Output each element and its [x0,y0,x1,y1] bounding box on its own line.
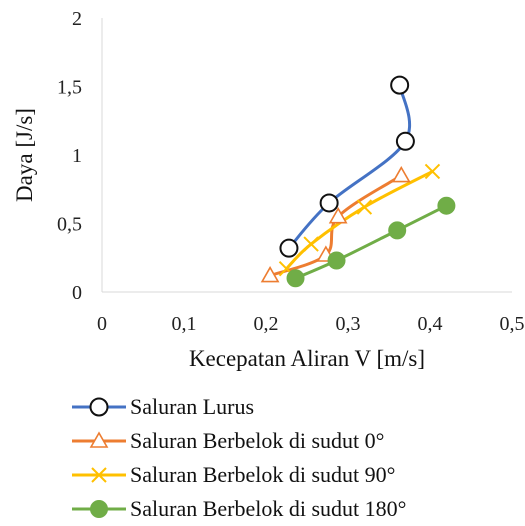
y-tick-label: 1 [72,145,82,167]
legend-marker-stroke [91,467,107,483]
y-tick-label: 1,5 [57,77,82,99]
data-point [424,163,441,180]
data-point [328,207,348,224]
data-point [437,196,456,215]
series-line-4 [294,204,448,280]
legend-label: Saluran Berbelok di sudut 0° [130,428,385,453]
data-point [388,221,407,240]
legend: Saluran Lurus Saluran Berbelok di sudut 0… [70,390,406,526]
series-lines [268,83,448,280]
legend-label: Saluran Lurus [130,394,255,419]
legend-marker [91,467,107,483]
y-tick-labels: 0 0,5 1 1,5 2 [57,8,82,304]
x-tick-label: 0,5 [500,313,525,335]
series-markers [260,75,456,288]
chart: 0 0,5 1 1,5 2 0 0,1 0,2 0,3 0,4 0,5 Kecepatan Ali… [12,8,525,371]
legend-label: Saluran Berbelok di sudut 180° [130,496,407,521]
x-tick-label: 0,2 [254,313,279,335]
data-point [327,251,346,270]
data-point [286,269,305,288]
legend-item: Saluran Berbelok di sudut 90° [70,458,406,492]
legend-marker [89,431,109,448]
data-point [260,265,280,283]
y-tick-label: 0,5 [57,214,82,236]
series-line-1 [287,83,412,250]
data-point [279,238,299,258]
data-point [395,131,415,151]
legend-item: Saluran Berbelok di sudut 180° [70,492,406,526]
legend-item: Saluran Berbelok di sudut 0° [70,424,406,458]
legend-symbol [72,397,126,417]
series-line-2 [268,174,403,278]
data-point [390,75,410,95]
x-tick-label: 0 [97,313,107,335]
data-point-stroke [424,163,441,180]
data-point-stroke [356,199,373,215]
data-point [303,236,319,252]
axes [101,18,512,293]
x-tick-label: 0,3 [336,313,361,335]
x-axis-title: Kecepatan Aliran V [m/s] [189,346,425,371]
data-point-stroke [303,236,319,252]
data-point [391,165,411,183]
data-point [356,199,373,215]
legend-symbol [72,431,126,448]
data-point [319,193,339,213]
legend-symbol [72,500,126,518]
y-axis-title: Daya [J/s] [12,108,37,202]
legend-marker [89,397,109,417]
x-tick-label: 0,4 [418,313,443,335]
legend-label: Saluran Berbelok di sudut 90° [130,462,396,487]
data-point-stroke [278,261,295,277]
legend-symbol [72,467,126,483]
x-tick-labels: 0 0,1 0,2 0,3 0,4 0,5 [97,313,525,335]
y-tick-label: 0 [72,282,82,304]
y-tick-label: 2 [72,8,82,30]
legend-marker [90,500,108,518]
x-tick-label: 0,1 [172,313,197,335]
legend-item: Saluran Lurus [70,390,406,424]
series-line-3 [285,169,434,271]
